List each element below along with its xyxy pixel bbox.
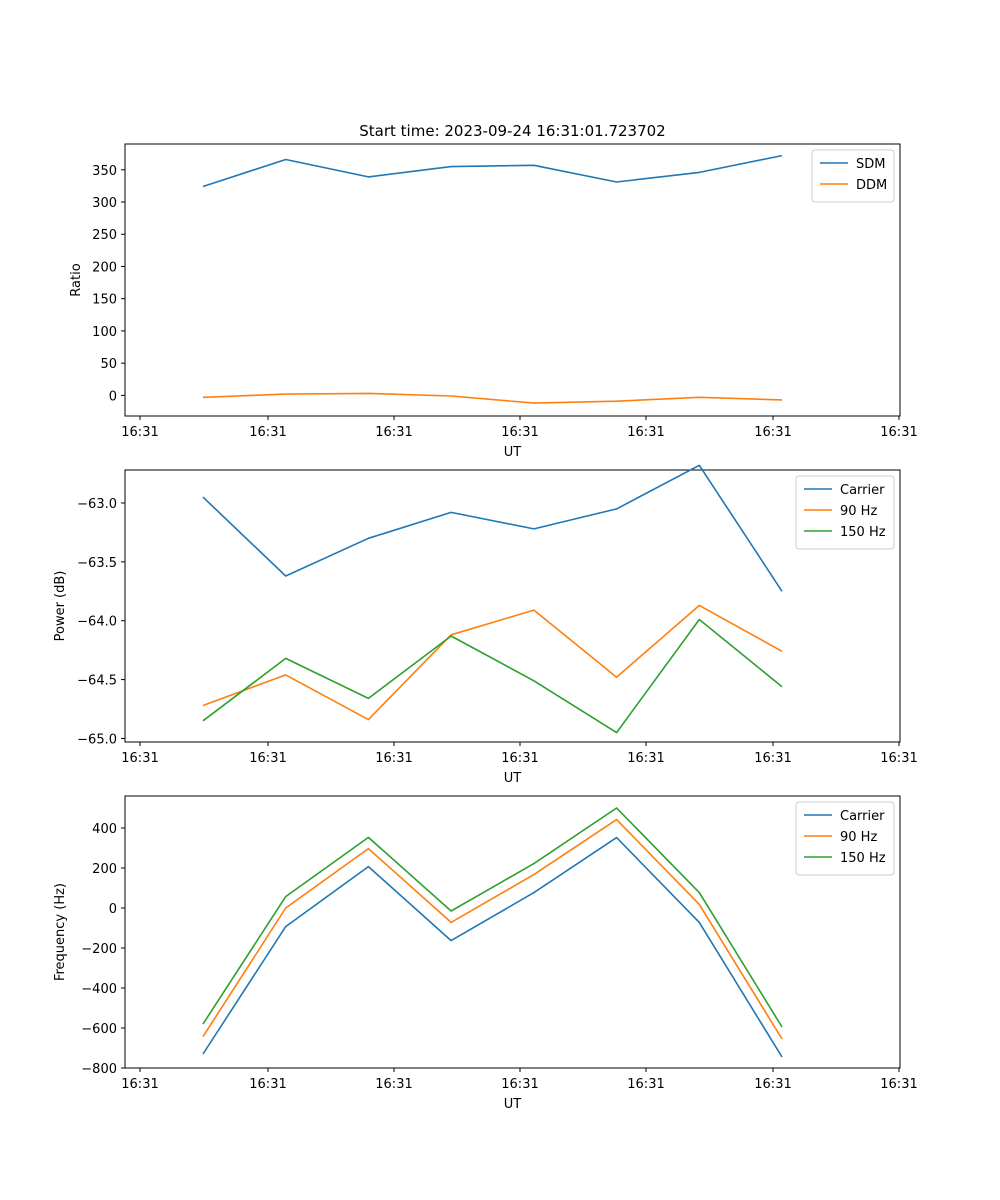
x-tick-label: 16:31: [121, 1077, 158, 1092]
legend-label: 90 Hz: [840, 830, 877, 845]
y-tick-label: 350: [92, 164, 117, 179]
legend-label: 90 Hz: [840, 504, 877, 519]
legend-label: 150 Hz: [840, 851, 886, 866]
y-tick-label: 0: [109, 389, 117, 404]
series-line-90-hz: [202, 604, 783, 721]
y-tick-label: −63.5: [77, 556, 117, 571]
y-tick-label: 50: [100, 357, 117, 372]
y-axis-label: Frequency (Hz): [53, 883, 68, 981]
x-tick-label: 16:31: [754, 1077, 791, 1092]
y-tick-label: −64.0: [77, 615, 117, 630]
axes-frame-2: [124, 469, 901, 743]
y-tick-label: 200: [92, 862, 117, 877]
x-tick-label: 16:31: [501, 1077, 538, 1092]
axes-frame-3: [124, 795, 901, 1069]
x-tick-label: 16:31: [627, 751, 664, 766]
series-line-carrier: [202, 836, 783, 1058]
x-tick-label: 16:31: [754, 425, 791, 440]
x-tick-label: 16:31: [121, 751, 158, 766]
y-tick-label: −64.5: [77, 674, 117, 689]
y-tick-label: 150: [92, 293, 117, 308]
x-axis-label: UT: [504, 445, 522, 460]
y-tick-label: 200: [92, 260, 117, 275]
series-line-150-hz: [202, 807, 783, 1028]
y-tick-label: 250: [92, 228, 117, 243]
x-tick-label: 16:31: [501, 751, 538, 766]
legend-label: DDM: [856, 178, 887, 193]
x-axis-label: UT: [504, 771, 522, 786]
x-tick-label: 16:31: [121, 425, 158, 440]
y-tick-label: −800: [81, 1062, 117, 1077]
y-tick-label: 0: [109, 902, 117, 917]
x-tick-label: 16:31: [627, 1077, 664, 1092]
x-tick-label: 16:31: [880, 425, 917, 440]
y-tick-label: 400: [92, 822, 117, 837]
x-tick-label: 16:31: [627, 425, 664, 440]
y-tick-label: −65.0: [77, 732, 117, 747]
y-tick-label: −63.0: [77, 497, 117, 512]
y-axis-label: Ratio: [69, 263, 84, 296]
series-line-90-hz: [202, 818, 783, 1040]
x-tick-label: 16:31: [375, 425, 412, 440]
series-line-sdm: [202, 154, 783, 188]
legend-label: Carrier: [840, 483, 885, 498]
axes-frame-1: [124, 143, 901, 417]
chart-title: Start time: 2023-09-24 16:31:01.723702: [359, 122, 665, 140]
y-tick-label: −400: [81, 982, 117, 997]
x-tick-label: 16:31: [375, 751, 412, 766]
y-tick-label: −200: [81, 942, 117, 957]
x-tick-label: 16:31: [375, 1077, 412, 1092]
x-tick-label: 16:31: [249, 1077, 286, 1092]
x-tick-label: 16:31: [501, 425, 538, 440]
series-line-150-hz: [202, 618, 783, 734]
x-tick-label: 16:31: [754, 751, 791, 766]
x-tick-label: 16:31: [880, 1077, 917, 1092]
series-line-ddm: [202, 392, 783, 404]
x-tick-label: 16:31: [249, 751, 286, 766]
x-tick-label: 16:31: [880, 751, 917, 766]
y-tick-label: 100: [92, 325, 117, 340]
legend-label: SDM: [856, 157, 885, 172]
legend-label: Carrier: [840, 809, 885, 824]
y-tick-label: 300: [92, 196, 117, 211]
y-axis-label: Power (dB): [53, 571, 68, 642]
x-axis-label: UT: [504, 1097, 522, 1112]
y-tick-label: −600: [81, 1022, 117, 1037]
series-line-carrier: [202, 464, 783, 592]
x-tick-label: 16:31: [249, 425, 286, 440]
legend-label: 150 Hz: [840, 525, 886, 540]
